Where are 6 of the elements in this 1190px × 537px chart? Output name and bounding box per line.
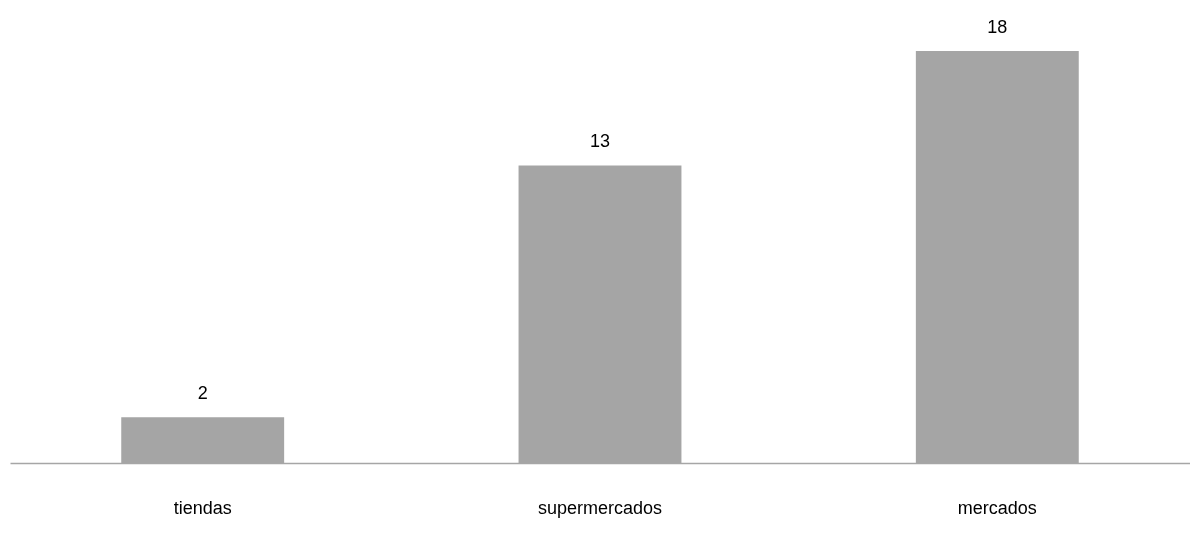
data-label: 2 — [197, 383, 208, 404]
x-tick-label: tiendas — [173, 497, 232, 518]
x-tick-label: mercados — [957, 497, 1037, 518]
data-label: 18 — [987, 17, 1008, 37]
x-tick-label: supermercados — [537, 497, 663, 518]
data-label: 13 — [589, 131, 611, 152]
